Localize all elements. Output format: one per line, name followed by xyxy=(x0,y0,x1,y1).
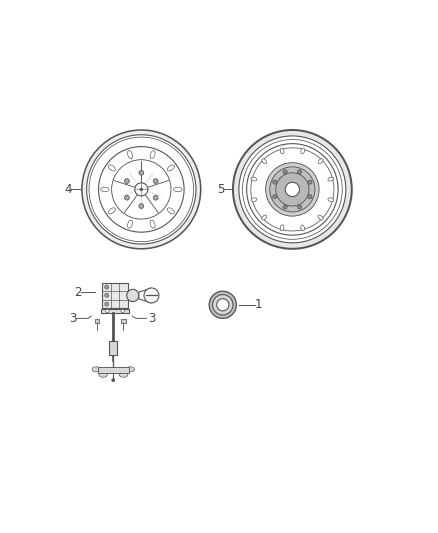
Ellipse shape xyxy=(150,151,155,159)
Ellipse shape xyxy=(318,215,323,220)
Ellipse shape xyxy=(126,367,134,372)
Circle shape xyxy=(106,309,109,313)
Text: 1: 1 xyxy=(254,298,262,311)
Bar xyxy=(98,367,129,373)
Circle shape xyxy=(285,182,300,197)
Circle shape xyxy=(251,148,334,231)
Text: 3: 3 xyxy=(69,312,76,325)
Ellipse shape xyxy=(301,225,304,231)
Circle shape xyxy=(153,195,158,200)
Text: 2: 2 xyxy=(74,286,81,299)
Ellipse shape xyxy=(251,177,257,181)
Circle shape xyxy=(140,188,143,191)
Circle shape xyxy=(127,289,139,302)
Circle shape xyxy=(112,160,171,219)
Circle shape xyxy=(276,173,309,206)
Circle shape xyxy=(308,180,312,184)
Circle shape xyxy=(212,295,233,315)
Ellipse shape xyxy=(119,372,128,377)
Circle shape xyxy=(270,167,315,212)
Circle shape xyxy=(308,195,312,199)
Text: 5: 5 xyxy=(217,183,225,196)
Ellipse shape xyxy=(328,177,334,181)
Circle shape xyxy=(124,179,129,183)
Circle shape xyxy=(297,205,302,209)
Circle shape xyxy=(105,285,109,289)
Circle shape xyxy=(265,163,319,216)
Ellipse shape xyxy=(174,187,182,192)
Circle shape xyxy=(153,179,158,183)
Circle shape xyxy=(121,309,124,313)
Circle shape xyxy=(135,183,148,196)
Ellipse shape xyxy=(99,372,107,377)
Bar xyxy=(102,282,128,308)
Ellipse shape xyxy=(127,151,133,159)
Ellipse shape xyxy=(101,187,109,192)
Text: 4: 4 xyxy=(64,183,71,196)
Bar xyxy=(121,319,126,323)
Ellipse shape xyxy=(262,159,267,164)
Circle shape xyxy=(99,147,184,232)
Ellipse shape xyxy=(108,165,115,171)
Circle shape xyxy=(233,130,352,249)
Circle shape xyxy=(273,195,277,199)
Circle shape xyxy=(239,136,346,243)
Circle shape xyxy=(283,205,287,209)
Circle shape xyxy=(217,298,229,311)
Ellipse shape xyxy=(150,220,155,228)
Circle shape xyxy=(112,378,115,382)
Ellipse shape xyxy=(280,148,284,154)
Ellipse shape xyxy=(92,367,101,372)
Ellipse shape xyxy=(301,148,304,154)
Circle shape xyxy=(273,180,277,184)
Ellipse shape xyxy=(108,208,115,214)
Circle shape xyxy=(82,130,201,249)
Circle shape xyxy=(87,135,196,244)
Ellipse shape xyxy=(251,198,257,201)
Circle shape xyxy=(144,288,159,303)
Circle shape xyxy=(209,291,237,318)
Ellipse shape xyxy=(167,165,174,171)
Bar xyxy=(101,309,130,313)
Bar xyxy=(109,341,117,354)
Circle shape xyxy=(105,302,109,306)
Ellipse shape xyxy=(262,215,267,220)
Circle shape xyxy=(283,169,287,174)
Ellipse shape xyxy=(280,225,284,231)
Circle shape xyxy=(105,293,109,297)
Text: 3: 3 xyxy=(148,312,155,325)
Circle shape xyxy=(297,169,302,174)
Circle shape xyxy=(139,204,144,208)
Polygon shape xyxy=(139,288,152,303)
Ellipse shape xyxy=(328,198,334,201)
Circle shape xyxy=(124,195,129,200)
Circle shape xyxy=(139,171,144,175)
Ellipse shape xyxy=(127,220,133,228)
Ellipse shape xyxy=(318,159,323,164)
Ellipse shape xyxy=(167,208,174,214)
Circle shape xyxy=(247,144,338,235)
Bar xyxy=(95,319,99,323)
